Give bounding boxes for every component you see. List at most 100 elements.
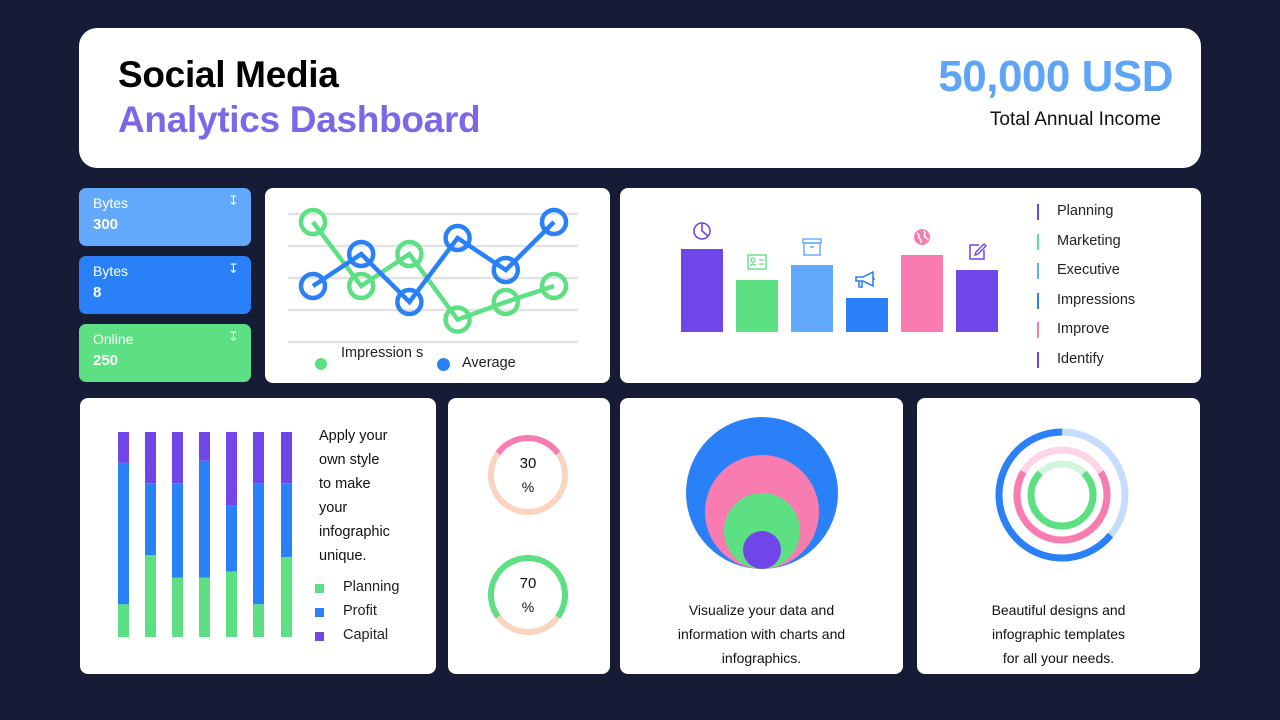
text-line: to make	[319, 476, 371, 492]
legend-label-impressions: Impressions	[1057, 291, 1136, 308]
line-chart	[288, 207, 578, 344]
stat-card-online[interactable]: Online 250 ↧	[79, 324, 251, 382]
stacked-segment-capital	[281, 432, 292, 484]
bar-chart	[681, 222, 998, 332]
donut-unit: %	[522, 479, 534, 495]
legend-marker	[1037, 233, 1039, 250]
donut-progress-chart: 30% 70%	[488, 435, 568, 635]
nested-circles-caption: Visualize your data and information with…	[620, 598, 903, 670]
header-card: Social Media Analytics Dashboard 50,000 …	[79, 28, 1201, 168]
edit-icon	[969, 243, 987, 260]
donut-unit: %	[522, 599, 534, 615]
text-line: your	[319, 500, 348, 516]
legend-label-improve: Improve	[1057, 321, 1110, 337]
stacked-segment-capital	[118, 432, 129, 463]
caption-line: information with charts and	[677, 626, 846, 642]
data-point-average	[346, 239, 376, 269]
legend-label-planning: Planning	[343, 579, 400, 595]
legend-swatch-capital	[315, 632, 324, 641]
bar-planning	[681, 249, 723, 332]
legend-label-marketing: Marketing	[1057, 232, 1121, 249]
stacked-segment-planning	[145, 555, 156, 637]
legend-swatch-planning	[315, 584, 324, 593]
stacked-segment-planning	[281, 557, 292, 637]
pie-chart-icon	[693, 222, 711, 240]
stacked-segment-profit	[253, 483, 264, 605]
donut-value: 30	[520, 455, 537, 472]
legend-marker	[1037, 351, 1039, 368]
download-arrow-icon[interactable]: ↧	[228, 329, 239, 344]
stacked-segment-capital	[145, 432, 156, 484]
legend-marker	[1037, 322, 1039, 338]
caption-line: for all your needs.	[1002, 650, 1115, 666]
bar-executive	[791, 265, 833, 332]
stacked-segment-profit	[118, 462, 129, 605]
download-arrow-icon[interactable]: ↧	[228, 193, 239, 208]
data-point-impressions	[539, 271, 569, 301]
stat-label: Bytes	[93, 263, 129, 279]
stacked-segment-planning	[118, 604, 129, 637]
caption-line: infographics.	[721, 650, 802, 666]
data-point-average	[539, 207, 569, 237]
legend-label-planning: Planning	[1057, 203, 1114, 219]
stacked-segment-capital	[172, 432, 183, 484]
stacked-panel-text: Apply your own style to make your infogr…	[319, 424, 390, 568]
legend-label-profit: Profit	[343, 603, 377, 619]
text-line: infographic	[319, 524, 390, 540]
caption-line: Visualize your data and	[688, 602, 835, 618]
page-subtitle: Analytics Dashboard	[118, 99, 481, 140]
stacked-segment-planning	[172, 577, 183, 637]
stacked-segment-profit	[226, 505, 237, 572]
concentric-rings-chart	[995, 428, 1129, 562]
stacked-segment-planning	[226, 571, 237, 637]
legend-label-average: Average	[462, 355, 516, 371]
stacked-segment-profit	[281, 483, 292, 558]
stacked-segment-profit	[199, 460, 210, 578]
globe-icon	[914, 229, 930, 245]
legend-dot-impressions	[315, 358, 327, 370]
download-arrow-icon[interactable]: ↧	[228, 261, 239, 276]
data-point-average	[443, 223, 472, 253]
archive-box-icon	[802, 238, 822, 256]
stat-label: Online	[93, 331, 134, 347]
data-point-average	[491, 255, 521, 285]
donut-value: 70	[520, 575, 537, 592]
data-point-impressions	[346, 271, 376, 301]
stacked-segment-profit	[172, 483, 183, 578]
legend-marker	[1037, 204, 1039, 220]
legend-dot-average	[437, 358, 450, 371]
text-line: Apply your	[319, 428, 388, 444]
legend-marker	[1037, 292, 1039, 309]
stacked-segment-profit	[145, 483, 156, 555]
stat-label: Bytes	[93, 195, 129, 211]
stacked-segment-capital	[226, 432, 237, 506]
donut-progress-arc	[488, 435, 568, 515]
stat-value: 8	[93, 284, 102, 301]
income-label: Total Annual Income	[989, 109, 1161, 130]
nested-circle-4	[743, 531, 781, 569]
bar-identify	[956, 270, 998, 332]
income-value: 50,000 USD	[938, 52, 1173, 101]
data-point-impressions	[298, 207, 328, 237]
legend-label-executive: Executive	[1057, 262, 1120, 278]
concentric-rings-card: Beautiful designs and infographic templa…	[917, 398, 1200, 674]
stat-card-bytes-8[interactable]: Bytes 8 ↧	[79, 256, 251, 314]
data-point-average	[395, 287, 424, 317]
line-chart-card: Impression s Average	[265, 188, 610, 383]
concentric-rings-caption: Beautiful designs and infographic templa…	[917, 598, 1200, 670]
bar-chart-card: Planning Marketing Executive Impressions Imp…	[620, 188, 1201, 383]
data-point-average	[298, 271, 328, 301]
data-point-impressions	[443, 305, 472, 334]
stat-value: 300	[93, 216, 119, 233]
stat-card-bytes-300[interactable]: Bytes 300 ↧	[79, 188, 251, 246]
bar-marketing	[736, 280, 778, 332]
data-point-impressions	[395, 239, 424, 269]
stacked-bar-chart	[118, 432, 292, 637]
nested-circles-card: Visualize your data and information with…	[620, 398, 903, 674]
id-card-icon	[747, 254, 767, 270]
text-line: unique.	[319, 548, 367, 564]
stacked-segment-capital	[199, 432, 210, 461]
donut-progress-arc	[488, 555, 568, 635]
caption-line: Beautiful designs and	[991, 602, 1126, 618]
stacked-segment-planning	[199, 577, 210, 637]
